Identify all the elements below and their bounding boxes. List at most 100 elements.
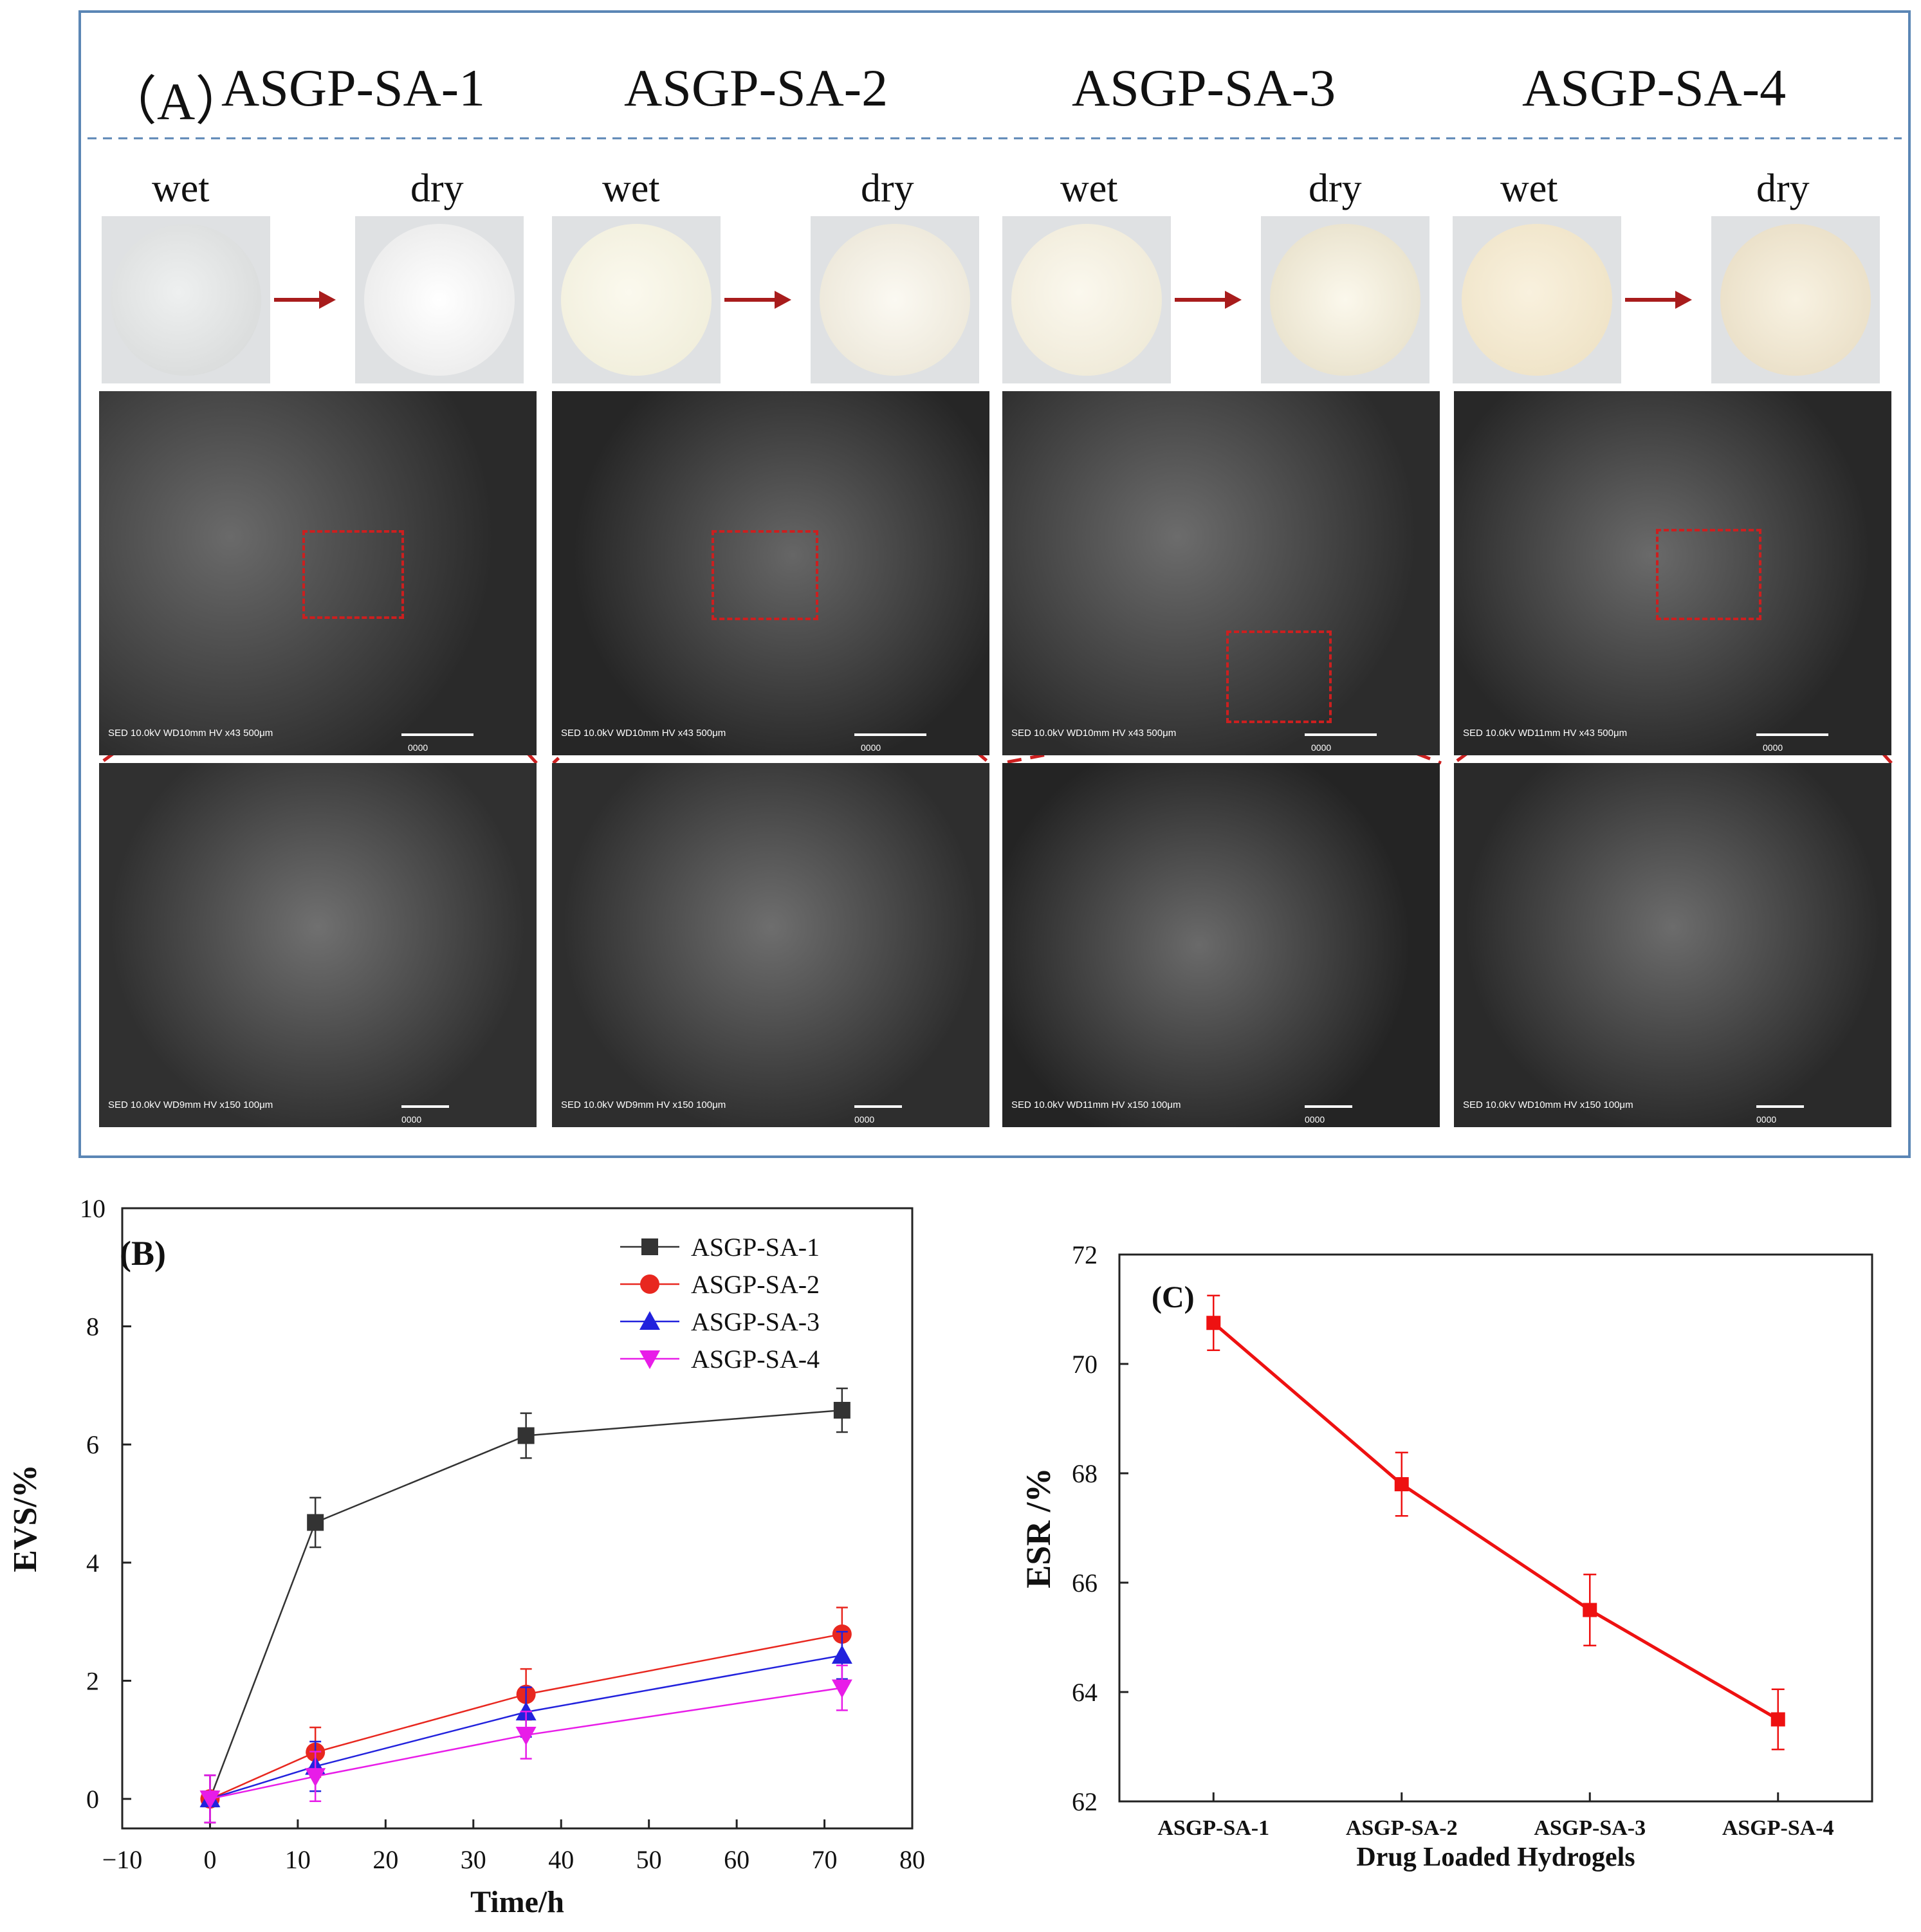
legend-label: ASGP-SA-1: [691, 1233, 820, 1262]
plot-frame: [1118, 1253, 1873, 1803]
y-tick-label: 72: [1072, 1240, 1098, 1269]
x-tick-label: 50: [636, 1845, 662, 1874]
sem-caption: SED 10.0kV WD11mm HV x43 500μm: [1463, 728, 1628, 739]
data-point: [1583, 1603, 1597, 1617]
data-point: [199, 1790, 221, 1810]
series-ASGP-SA-4: [199, 1664, 852, 1824]
panel-b-label: (B): [120, 1234, 166, 1273]
y-tick-label: 64: [1072, 1678, 1098, 1707]
scale-bar: [854, 1105, 902, 1108]
scale-bar: [1305, 733, 1377, 736]
y-tick-label: 4: [86, 1549, 99, 1578]
data-point: [1770, 1712, 1785, 1727]
x-tick-label: 40: [548, 1845, 574, 1874]
data-point: [1206, 1316, 1221, 1330]
x-tick-label: ASGP-SA-2: [1346, 1816, 1458, 1840]
data-point: [831, 1679, 852, 1698]
legend-label: ASGP-SA-4: [691, 1345, 820, 1374]
scale-bar: [854, 733, 926, 736]
wet-hydrogel-photo-1: [102, 216, 270, 383]
zoom-box-2: [712, 530, 818, 620]
esr-series: [1206, 1294, 1785, 1751]
zoom-box-3: [1226, 630, 1332, 723]
series-line: [210, 1687, 843, 1800]
zoom-box-4: [1656, 529, 1761, 620]
chart-c: 62 64 66 68 70 72 ASGP-SA-1 ASGP-SA-2 ASGP-SA-3 A…: [1019, 1240, 1873, 1872]
x-tick-label: 20: [372, 1845, 398, 1874]
x-tick-label: ASGP-SA-3: [1534, 1816, 1646, 1840]
legend-marker: [639, 1350, 660, 1369]
sem-image-high-mag-4: SED 10.0kV WD10mm HV x150 100μm 0000: [1454, 763, 1891, 1127]
wet-label-4: wet: [1500, 167, 1558, 210]
zoom-box-1: [302, 530, 404, 619]
y-axis-title: ESR /%: [1019, 1467, 1058, 1588]
data-point: [307, 1514, 324, 1531]
sem-code: 0000: [401, 1114, 422, 1125]
sem-code: 0000: [1763, 742, 1783, 753]
wet-dry-arrows: [274, 291, 1692, 309]
sem-caption: SED 10.0kV WD10mm HV x150 100μm: [1463, 1099, 1633, 1110]
arrow-head-2: [775, 291, 791, 309]
data-point: [517, 1427, 535, 1444]
scale-bar: [401, 1105, 449, 1108]
data-point: [833, 1401, 850, 1419]
legend-label: ASGP-SA-2: [691, 1270, 820, 1299]
arrow-head-3: [1225, 291, 1242, 309]
dry-hydrogel-photo-4: [1711, 216, 1880, 383]
y-tick-label: 68: [1072, 1459, 1098, 1488]
y-tick-label: 8: [86, 1312, 99, 1341]
sem-code: 0000: [408, 742, 428, 753]
sem-caption: SED 10.0kV WD10mm HV x43 500μm: [561, 728, 726, 739]
legend-marker: [639, 1311, 660, 1330]
y-tick-label: 0: [86, 1785, 99, 1814]
x-tick-label: 60: [724, 1845, 749, 1874]
dry-label-2: dry: [861, 167, 914, 210]
wet-hydrogel-photo-3: [1002, 216, 1171, 383]
dry-hydrogel-photo-1: [355, 216, 524, 383]
sem-caption: SED 10.0kV WD9mm HV x150 100μm: [108, 1099, 273, 1110]
arrow-head-4: [1675, 291, 1692, 309]
sample-title-2: ASGP-SA-2: [624, 59, 888, 117]
x-tick-label: 70: [812, 1845, 838, 1874]
sem-image-low-mag-1: SED 10.0kV WD10mm HV x43 500μm 0000: [99, 391, 537, 755]
y-tick-label: 62: [1072, 1787, 1098, 1816]
sem-image-high-mag-2: SED 10.0kV WD9mm HV x150 100μm 0000: [552, 763, 989, 1127]
series-line: [209, 1633, 843, 1800]
x-tick-label: ASGP-SA-4: [1722, 1816, 1834, 1840]
series-line: [209, 1409, 842, 1799]
sem-image-low-mag-4: SED 10.0kV WD11mm HV x43 500μm 0000: [1454, 391, 1891, 755]
legend-label: ASGP-SA-3: [691, 1307, 820, 1336]
plot-frame: [121, 1207, 914, 1830]
y-tick-label: 70: [1072, 1350, 1098, 1379]
wet-hydrogel-photo-2: [552, 216, 721, 383]
arrow-head-1: [319, 291, 336, 309]
data-point: [831, 1644, 852, 1664]
panel-c-label: (C): [1152, 1280, 1195, 1314]
sem-caption: SED 10.0kV WD10mm HV x43 500μm: [108, 728, 273, 739]
data-point: [1394, 1477, 1409, 1491]
sem-image-high-mag-3: SED 10.0kV WD11mm HV x150 100μm 0000: [1002, 763, 1440, 1127]
dry-hydrogel-photo-2: [811, 216, 979, 383]
sem-code: 0000: [854, 1114, 875, 1125]
y-tick-label: 10: [80, 1194, 106, 1223]
y-axis-title: EVS/%: [7, 1464, 44, 1572]
sample-title-4: ASGP-SA-4: [1522, 59, 1787, 117]
x-tick-label: 30: [461, 1845, 486, 1874]
sem-image-low-mag-3: SED 10.0kV WD10mm HV x43 500μm 0000: [1002, 391, 1440, 755]
y-tick-label: 2: [86, 1666, 99, 1695]
sem-code: 0000: [1305, 1114, 1325, 1125]
series-line: [210, 1654, 843, 1800]
x-tick-label: ASGP-SA-1: [1157, 1816, 1269, 1840]
wet-label-1: wet: [152, 167, 210, 210]
dry-label-3: dry: [1309, 167, 1362, 210]
wet-label-2: wet: [602, 167, 660, 210]
sem-image-low-mag-2: SED 10.0kV WD10mm HV x43 500μm 0000: [552, 391, 989, 755]
dry-label-1: dry: [410, 167, 464, 210]
x-tick-label: −10: [102, 1845, 143, 1874]
panel-a-label: （A）: [104, 72, 248, 131]
scale-bar: [1305, 1105, 1352, 1108]
series-line: [1212, 1321, 1779, 1721]
sem-caption: SED 10.0kV WD10mm HV x43 500μm: [1011, 728, 1177, 739]
x-tick-label: 0: [203, 1845, 216, 1874]
sem-caption: SED 10.0kV WD11mm HV x150 100μm: [1011, 1099, 1181, 1110]
